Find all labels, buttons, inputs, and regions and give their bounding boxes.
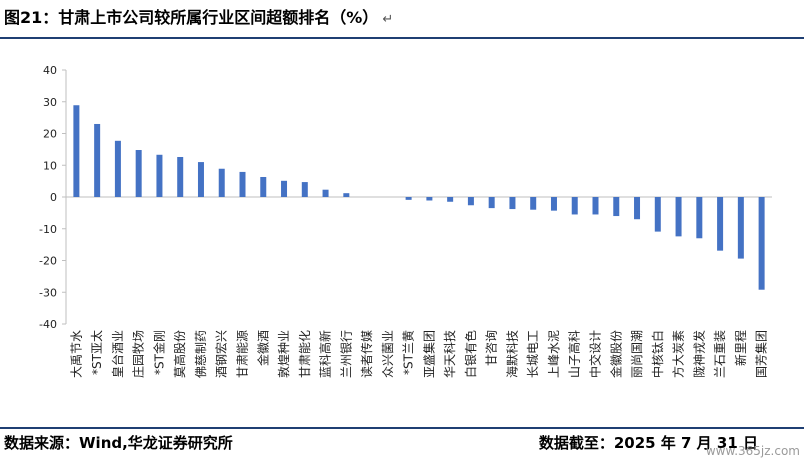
data-source: 数据来源：Wind,华龙证券研究所: [4, 434, 233, 452]
bar: [634, 197, 641, 220]
bar: [281, 180, 288, 197]
bar: [447, 197, 454, 202]
y-tick-label: -10: [39, 223, 57, 236]
x-tick-label: 读者传媒: [359, 330, 374, 378]
x-tick-label: 甘咨询: [484, 330, 499, 366]
bar: [322, 189, 329, 197]
bar: [260, 176, 267, 197]
x-tick-label: 海默科技: [504, 330, 519, 378]
bar: [73, 105, 80, 197]
y-tick-label: -20: [39, 255, 57, 268]
bar: [239, 171, 246, 197]
bar: [94, 123, 101, 197]
x-tick-label: 兰石重装: [713, 330, 727, 378]
x-tick-label: 蓝科高新: [318, 330, 333, 378]
x-tick-label: 众兴菌业: [381, 330, 395, 378]
bar: [426, 197, 433, 201]
data-date: 数据截至：2025 年 7 月 31 日: [538, 434, 758, 452]
bar: [114, 140, 121, 197]
x-tick-label: *ST金刚: [151, 330, 166, 375]
x-tick-label: 国芳集团: [754, 330, 769, 378]
bar: [343, 193, 350, 197]
bar: [177, 156, 184, 197]
x-tick-label: 甘肃能源: [236, 330, 250, 378]
x-tick-label: 佛慈制药: [193, 330, 208, 378]
bar: [467, 197, 474, 206]
bar: [530, 197, 537, 210]
figure-title-text: 图21：甘肃上市公司较所属行业区间超额排名（%）: [4, 8, 379, 27]
x-tick-label: 丽尚国潮: [629, 330, 644, 378]
x-tick-label: 莫高股份: [172, 330, 187, 378]
y-tick-label: 20: [43, 128, 57, 141]
x-tick-label: 华天科技: [443, 330, 457, 378]
x-tick-label: 酒钢宏兴: [214, 330, 229, 378]
x-tick-label: 白银有色: [463, 330, 478, 378]
watermark: www.365jz.com: [705, 444, 800, 458]
y-tick-label: 40: [43, 64, 57, 77]
x-tick-label: 金徽股份: [608, 330, 623, 378]
x-tick-label: 方大炭素: [671, 330, 686, 378]
bar: [550, 197, 557, 211]
x-tick-label: 山子高科: [567, 330, 582, 378]
bar: [654, 197, 661, 232]
x-tick-label: *ST兰黄: [402, 330, 416, 375]
y-tick-label: 0: [50, 191, 57, 204]
bar: [592, 197, 599, 215]
x-tick-label: 新里程: [733, 330, 748, 366]
y-tick-label: 30: [43, 96, 57, 109]
top-rule: [0, 37, 804, 39]
x-tick-label: 中核钛白: [650, 330, 665, 378]
figure-title: 图21：甘肃上市公司较所属行业区间超额排名（%） ↵: [4, 6, 393, 30]
x-tick-label: 亚盛集团: [421, 330, 436, 378]
bar: [758, 197, 765, 290]
y-tick-label: 10: [43, 159, 57, 172]
bar: [737, 197, 744, 259]
bar-chart: 40 30 20 10 0 -10 -20 -30 -40 大禹节水 *ST亚太 皇台酒业 庄园牧场 *S…: [39, 64, 772, 378]
bar: [488, 197, 495, 209]
bar: [571, 197, 578, 215]
bar: [135, 150, 142, 197]
x-tick-label: 大禹节水: [69, 330, 83, 378]
x-tick-label: 金徽酒: [255, 330, 270, 366]
y-tick-label: -40: [39, 318, 57, 331]
bar: [301, 182, 308, 197]
bar: [613, 197, 620, 217]
chart-area: 40 30 20 10 0 -10 -20 -30 -40 大禹节水 *ST亚太 皇台酒业 庄园牧场 *S…: [0, 40, 804, 426]
bar: [717, 197, 724, 251]
x-tick-label: 庄园牧场: [131, 330, 146, 378]
x-tick-label: 长城电工: [526, 330, 540, 378]
bar: [509, 197, 516, 210]
x-tick-label: 甘肃能化: [298, 330, 312, 378]
bar: [696, 197, 703, 239]
bar: [405, 197, 412, 200]
bar: [675, 197, 682, 237]
bar: [218, 168, 225, 197]
y-tick-label: -30: [39, 286, 57, 299]
return-mark-icon: ↵: [382, 12, 394, 27]
x-tick-label: 陇神戎发: [691, 330, 706, 378]
x-tick-label: 上峰水泥: [547, 330, 561, 378]
x-tick-label: 兰州银行: [339, 330, 353, 378]
bar: [156, 154, 163, 197]
x-tick-label: 中交设计: [588, 330, 603, 378]
bar: [197, 162, 204, 197]
x-tick-label: 皇台酒业: [110, 330, 125, 378]
bottom-rule: [0, 427, 804, 429]
x-tick-label: *ST亚太: [89, 330, 104, 375]
x-tick-label: 敦煌种业: [276, 330, 291, 378]
